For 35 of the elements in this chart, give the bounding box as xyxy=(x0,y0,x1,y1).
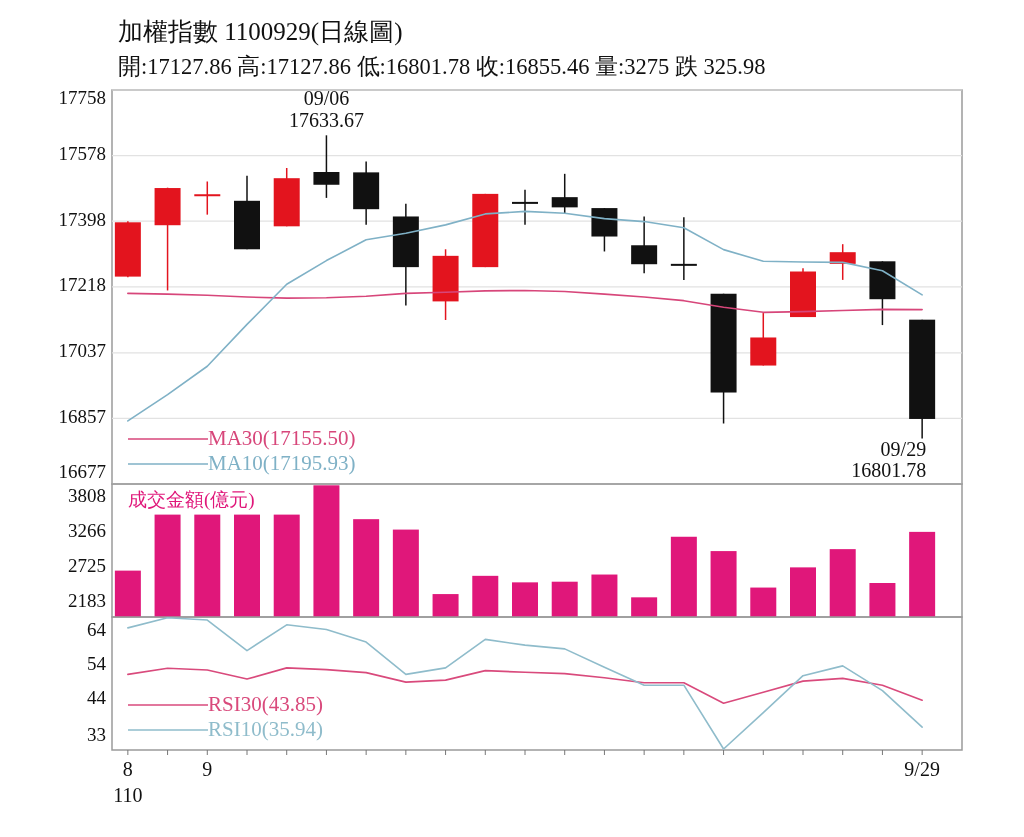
y-tick-label: 16677 xyxy=(58,461,106,483)
legend-item: RSI10(35.94) xyxy=(127,717,323,741)
y-tick-label: 3266 xyxy=(68,519,106,541)
legend-item: RSI30(43.85) xyxy=(127,692,323,716)
legend-item: MA10(17195.93) xyxy=(127,451,356,475)
annotation: 09/29 xyxy=(880,438,927,460)
y-tick-label: 17398 xyxy=(58,208,106,230)
y-tick-label: 44 xyxy=(87,687,107,709)
annotation: 17633.67 xyxy=(288,109,364,132)
legend-label: MA10(17195.93) xyxy=(208,451,356,475)
annotation: 16801.78 xyxy=(851,459,927,481)
y-tick-label: 3808 xyxy=(68,484,106,506)
x-tick-label: 9 xyxy=(202,758,213,780)
y-tick-label: 64 xyxy=(87,619,107,641)
chart-title: 加權指數 1100929(日線圖) xyxy=(118,18,403,46)
y-tick-label: 17758 xyxy=(58,87,106,109)
chart-subtitle: 開:17127.86 高:17127.86 低:16801.78 收:16855.46 量:3275 跌 325.98 xyxy=(118,54,766,79)
y-tick-label: 17578 xyxy=(58,142,106,164)
legend-label: RSI30(43.85) xyxy=(208,692,323,716)
legend-item: MA30(17155.50) xyxy=(127,426,356,450)
legend-label: MA30(17155.50) xyxy=(208,426,356,450)
legend-label: RSI10(35.94) xyxy=(208,717,323,741)
y-tick-label: 16857 xyxy=(58,405,106,427)
text: 110 xyxy=(113,784,143,806)
y-tick-label: 2725 xyxy=(68,555,106,577)
y-tick-label: 17037 xyxy=(58,340,106,362)
chart-title: 成交金額(億元) xyxy=(128,489,255,511)
y-tick-label: 33 xyxy=(87,724,106,746)
y-tick-label: 54 xyxy=(87,653,107,675)
x-tick-label: 9/29 xyxy=(904,758,940,780)
y-tick-label: 2183 xyxy=(68,590,106,612)
y-tick-label: 17218 xyxy=(58,274,106,296)
line-series xyxy=(127,616,923,750)
annotation: 09/06 xyxy=(303,87,350,110)
x-tick-label: 8 xyxy=(122,758,133,780)
